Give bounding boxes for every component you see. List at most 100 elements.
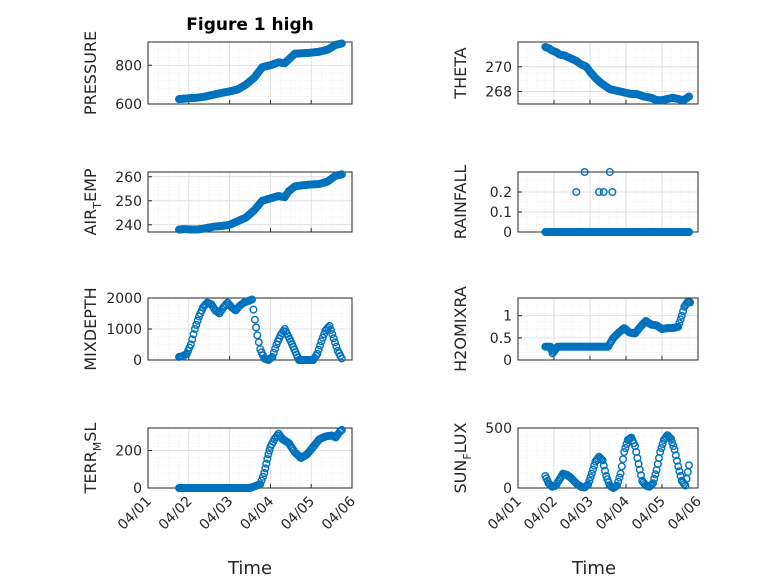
data-point: [252, 323, 261, 332]
data-point: [613, 481, 622, 490]
y-tick-label: 260: [115, 170, 142, 186]
data-point: [657, 444, 666, 453]
data-point: [337, 39, 346, 48]
data-point: [335, 427, 344, 436]
data-point: [671, 451, 680, 460]
x-tick-label: 04/05: [278, 494, 318, 534]
y-tick-label: 2000: [106, 291, 142, 307]
data-point: [317, 337, 326, 346]
x-tick-label: 04/03: [197, 494, 237, 534]
y-tick-label: 268: [485, 85, 512, 101]
y-tick-label: 0.1: [490, 205, 512, 221]
data-point: [683, 468, 692, 477]
axes-box: [517, 297, 699, 361]
y-tick-label: 600: [115, 97, 142, 113]
data-point: [595, 187, 604, 196]
data-point: [248, 295, 257, 304]
data-point: [616, 469, 625, 478]
y-tick-label: 0: [503, 353, 512, 369]
subplot-h2omixra: 0 0.5 1 H2OMIXRA: [451, 286, 699, 372]
data-point: [670, 445, 679, 454]
data-point: [599, 187, 608, 196]
y-tick-label: 240: [115, 218, 142, 234]
data-point: [646, 481, 655, 490]
data-point: [676, 315, 685, 324]
data-point: [325, 321, 334, 330]
data-point: [326, 326, 335, 335]
y-tick-label: 0.5: [490, 331, 512, 347]
data-point: [621, 444, 630, 453]
x-tick-label: 04/06: [319, 493, 359, 533]
data-point: [598, 456, 607, 465]
data-point: [601, 466, 610, 475]
data-point: [685, 461, 694, 470]
subplot-air-temp: 240 250 260 AIRTEMP: [81, 168, 353, 236]
y-tick-label: 1000: [106, 322, 142, 338]
data-point: [254, 338, 263, 347]
y-axis-label: PRESSURE: [81, 31, 100, 115]
data-point: [192, 320, 201, 329]
data-point: [685, 92, 694, 101]
data-point: [260, 469, 269, 478]
data-point: [674, 322, 683, 331]
data-point: [313, 349, 322, 358]
x-tick-label: 04/04: [593, 493, 633, 533]
y-tick-label: 1: [503, 309, 512, 325]
data-point: [332, 342, 341, 351]
y-axis-label: MIXDEPTH: [81, 287, 100, 370]
data-point: [193, 316, 202, 325]
data-point: [256, 480, 265, 489]
data-point: [599, 461, 608, 470]
data-point: [673, 456, 682, 465]
y-tick-label: 200: [115, 444, 142, 460]
data-point: [637, 471, 646, 480]
x-tick-label: 04/05: [629, 494, 669, 534]
y-tick-label: 500: [485, 421, 512, 437]
data-point: [586, 473, 595, 482]
data-point: [614, 477, 623, 486]
subplot-rainfall: 0 0.1 0.2 RAINFALL: [451, 165, 699, 241]
data-point: [337, 170, 346, 179]
y-axis-label: THETA: [451, 47, 470, 99]
y-tick-label: 0: [503, 481, 512, 497]
data-point: [268, 352, 277, 361]
data-point: [584, 480, 593, 489]
data-point: [685, 227, 694, 236]
y-tick-label: 0.2: [490, 185, 512, 201]
x-tick-label: 04/01: [485, 494, 525, 534]
data-point: [318, 333, 327, 342]
data-point: [580, 167, 589, 176]
data-point: [677, 311, 686, 320]
data-point: [605, 167, 614, 176]
data-point: [675, 319, 684, 328]
data-point: [273, 431, 282, 440]
data-point: [585, 476, 594, 485]
data-point: [608, 187, 617, 196]
subplot-terr-msl: 0 200 04/01 04/02 04/03 04/04 04/05 04/06 TERRMS…: [81, 423, 359, 534]
data-point: [188, 335, 197, 344]
data-point: [615, 473, 624, 482]
data-point: [258, 472, 267, 481]
data-point: [328, 330, 337, 339]
data-point: [656, 448, 665, 457]
data-point: [587, 469, 596, 478]
axes-box: [147, 171, 353, 233]
data-point: [262, 459, 271, 468]
data-point: [669, 442, 678, 451]
data-point: [664, 432, 673, 441]
data-point: [589, 465, 598, 474]
x-tick-label: 04/03: [557, 494, 597, 534]
data-point: [596, 454, 605, 463]
data-point: [261, 464, 270, 473]
data-point: [675, 467, 684, 476]
data-point: [667, 434, 676, 443]
data-point: [250, 315, 259, 324]
data-point: [650, 474, 659, 483]
x-tick-label: 04/01: [115, 494, 155, 534]
x-tick-label: 04/04: [237, 493, 277, 533]
data-point: [329, 334, 338, 343]
axes-box: [147, 41, 353, 105]
data-point: [634, 460, 643, 469]
